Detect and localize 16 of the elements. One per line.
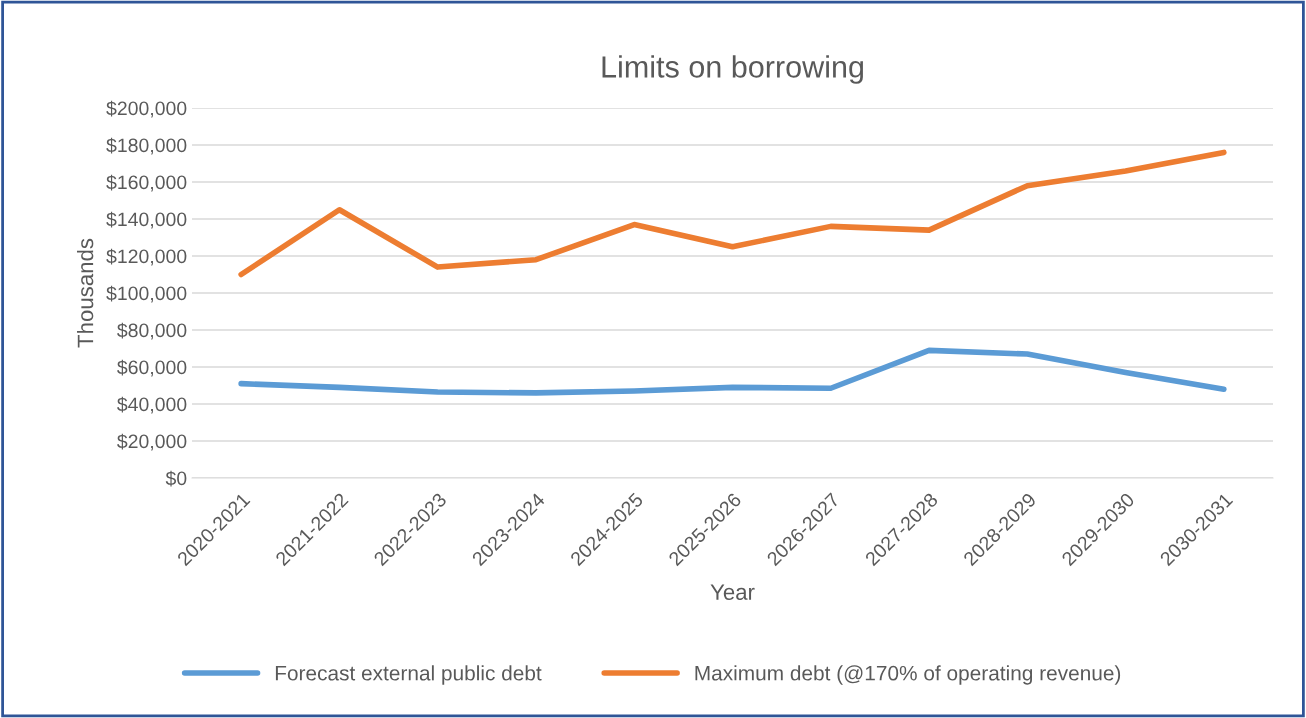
legend-label: Forecast external public debt — [275, 665, 542, 685]
chart-title: Limits on borrowing — [602, 55, 863, 84]
y-tick-label: $140,000 — [106, 211, 187, 229]
y-axis-title: Thousands — [77, 238, 94, 348]
x-axis-title: Year — [710, 584, 755, 600]
y-tick-label: $40,000 — [117, 396, 187, 414]
y-tick-label: $20,000 — [117, 433, 187, 451]
y-tick-label: $80,000 — [117, 322, 187, 340]
y-tick-label: $60,000 — [117, 359, 187, 377]
legend-label: Maximum debt (@170% of operating revenue) — [695, 665, 1121, 685]
y-tick-label: $180,000 — [106, 137, 187, 155]
y-tick-label: $0 — [165, 470, 187, 487]
y-tick-label: $160,000 — [106, 174, 187, 192]
y-tick-label: $120,000 — [106, 248, 187, 266]
y-tick-label: $100,000 — [106, 285, 187, 303]
y-tick-label: $200,000 — [106, 100, 187, 118]
